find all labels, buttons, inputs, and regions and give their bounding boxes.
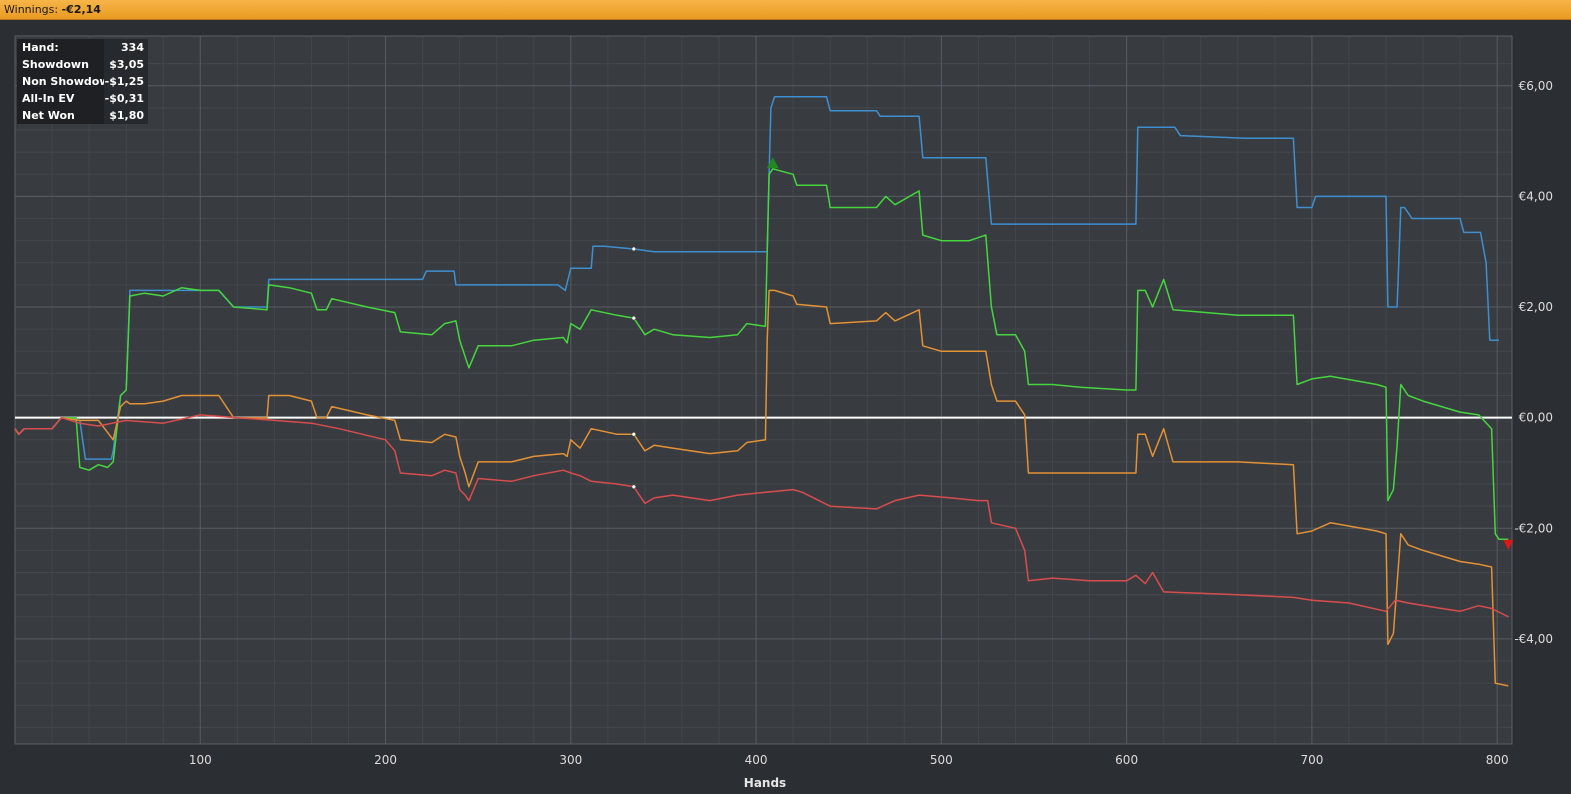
winnings-label: Winnings:	[4, 3, 59, 16]
stat-label: Non Showdown	[22, 75, 104, 88]
x-tick-label: 600	[1115, 753, 1138, 767]
hover-point	[631, 246, 637, 252]
series-line-1	[14, 168, 1509, 541]
x-tick-label: 700	[1300, 753, 1323, 767]
y-tick-label: €4,00	[1519, 189, 1553, 203]
stat-label: All-In EV	[22, 92, 75, 105]
stat-label: Hand:	[22, 41, 59, 54]
winnings-chart[interactable]: 100 200 300 400 500 600 700 800 €6,00 €4,00 €2,00 €…	[0, 20, 1571, 794]
x-tick-label: 100	[189, 753, 212, 767]
max-marker-icon	[766, 157, 779, 169]
stat-value: $1,80	[104, 107, 148, 124]
hover-point	[631, 484, 637, 490]
stat-row: All-In EV -$0,31	[17, 90, 148, 107]
y-tick-label: €2,00	[1519, 300, 1553, 314]
hover-markers	[631, 157, 1514, 550]
x-tick-label: 200	[374, 753, 397, 767]
hover-point	[631, 315, 637, 321]
y-tick-label: -€2,00	[1514, 521, 1553, 535]
stat-value: -$1,25	[104, 73, 148, 90]
series-line-2	[14, 289, 1509, 687]
stat-row: Net Won $1,80	[17, 107, 148, 124]
stat-value: 334	[104, 39, 148, 56]
y-tick-label: €0,00	[1519, 411, 1553, 425]
stat-value: $3,05	[104, 56, 148, 73]
stat-label: Net Won	[22, 109, 75, 122]
minor-grid	[15, 36, 1512, 744]
x-axis-title: Hands	[744, 776, 786, 790]
plot-frame	[14, 35, 1513, 745]
min-marker-icon	[1503, 539, 1514, 550]
x-tick-label: 400	[745, 753, 768, 767]
x-tick-label: 300	[559, 753, 582, 767]
plot-background	[15, 36, 1512, 744]
axis-tick-labels: 100 200 300 400 500 600 700 800 €6,00 €4,00 €2,00 €…	[189, 79, 1553, 767]
winnings-value: -€2,14	[61, 3, 101, 16]
x-tick-label: 500	[930, 753, 953, 767]
stat-row: Non Showdown-$1,25	[17, 73, 148, 90]
hover-point	[631, 432, 637, 437]
series-lines	[14, 96, 1509, 687]
stat-row: Showdown $3,05	[17, 56, 148, 73]
y-tick-label: -€4,00	[1514, 632, 1553, 646]
series-line-3	[14, 414, 1509, 618]
stat-row: Hand: 334	[17, 39, 148, 56]
x-tick-label: 800	[1486, 753, 1509, 767]
stat-value: -$0,31	[104, 90, 148, 107]
stat-label: Showdown	[22, 58, 89, 71]
y-tick-label: €6,00	[1519, 79, 1553, 93]
window-title-bar: Winnings: -€2,14	[0, 0, 1571, 20]
